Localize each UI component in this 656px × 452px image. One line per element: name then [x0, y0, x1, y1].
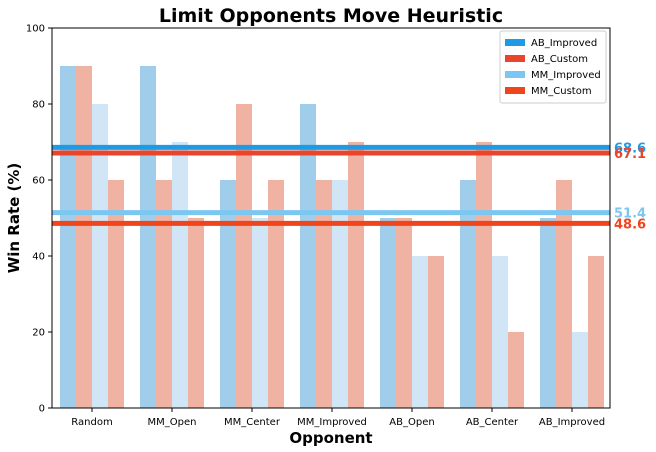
x-axis-label: Opponent — [289, 429, 372, 447]
bar-ab-improved-random — [60, 66, 76, 408]
bar-ab-improved-ab-center — [460, 180, 476, 408]
x-tick-label: MM_Open — [148, 417, 197, 428]
legend-box — [499, 30, 607, 104]
legend-label-mm-custom: MM_Custom — [531, 86, 592, 97]
bar-mm-improved-random — [92, 104, 108, 408]
y-tick-label: 20 — [32, 328, 45, 339]
bar-mm-improved-ab-open — [412, 256, 428, 408]
y-axis: 0 20 40 60 80 100 — [26, 24, 52, 415]
bar-ab-improved-mm-center — [220, 180, 236, 408]
bar-mm-improved-mm-center — [252, 218, 268, 408]
legend: AB_Improved AB_Custom MM_Improved MM_Custom — [499, 30, 607, 104]
bar-ab-custom-mm-center — [236, 104, 252, 408]
legend-label-mm-improved: MM_Improved — [531, 70, 601, 81]
x-axis: Random MM_Open MM_Center MM_Improved AB_Open… — [71, 408, 605, 428]
bar-mm-improved-ab-center — [492, 256, 508, 408]
bar-mm-custom-mm-open — [188, 218, 204, 408]
plot-frame — [51, 27, 611, 409]
bar-mm-improved-mm-open — [172, 142, 188, 408]
legend-label-ab-improved: AB_Improved — [531, 38, 597, 49]
chart-title: Limit Opponents Move Heuristic — [159, 5, 503, 27]
legend-swatch-ab-improved — [505, 39, 525, 46]
legend-swatch-mm-custom — [505, 87, 525, 94]
reference-label-ab-improved: 68.6 — [614, 141, 646, 156]
bar-ab-improved-ab-open — [380, 218, 396, 408]
y-tick-label: 100 — [26, 24, 45, 35]
bar-mm-custom-random — [108, 180, 124, 408]
x-tick-label: AB_Improved — [539, 417, 605, 428]
bar-mm-custom-ab-center — [508, 332, 524, 408]
bar-ab-custom-mm-open — [156, 180, 172, 408]
reference-label-mm-improved: 51.4 — [614, 207, 646, 222]
y-tick-label: 40 — [32, 252, 45, 263]
legend-label-ab-custom: AB_Custom — [531, 54, 588, 65]
bar-mm-custom-ab-improved — [588, 256, 604, 408]
bar-ab-custom-ab-center — [476, 142, 492, 408]
x-tick-label: AB_Open — [389, 417, 434, 428]
bars-group — [60, 66, 604, 408]
y-tick-label: 60 — [32, 176, 45, 187]
bar-ab-custom-mm-improved — [316, 180, 332, 408]
legend-swatch-ab-custom — [505, 55, 525, 62]
y-tick-label: 0 — [39, 404, 45, 415]
x-tick-label: AB_Center — [466, 417, 519, 428]
x-tick-label: Random — [71, 417, 112, 428]
legend-swatch-mm-improved — [505, 71, 525, 78]
reference-label-ab-custom: 67.1 — [614, 147, 646, 162]
bar-ab-improved-mm-improved — [300, 104, 316, 408]
bar-mm-custom-mm-improved — [348, 142, 364, 408]
bar-mm-custom-mm-center — [268, 180, 284, 408]
bar-ab-custom-random — [76, 66, 92, 408]
bar-ab-custom-ab-improved — [556, 180, 572, 408]
x-tick-label: MM_Center — [224, 417, 281, 428]
bar-mm-improved-mm-improved — [332, 180, 348, 408]
y-axis-label: Win Rate (%) — [5, 163, 23, 274]
y-tick-label: 80 — [32, 100, 45, 111]
x-tick-label: MM_Improved — [297, 417, 367, 428]
reference-label-mm-custom: 48.6 — [614, 217, 646, 232]
bar-mm-improved-ab-improved — [572, 332, 588, 408]
reference-lines-group: 68.667.1 51.448.6 — [52, 141, 646, 232]
bar-mm-custom-ab-open — [428, 256, 444, 408]
bar-ab-improved-mm-open — [140, 66, 156, 408]
bar-ab-improved-ab-improved — [540, 218, 556, 408]
bar-ab-custom-ab-open — [396, 218, 412, 408]
